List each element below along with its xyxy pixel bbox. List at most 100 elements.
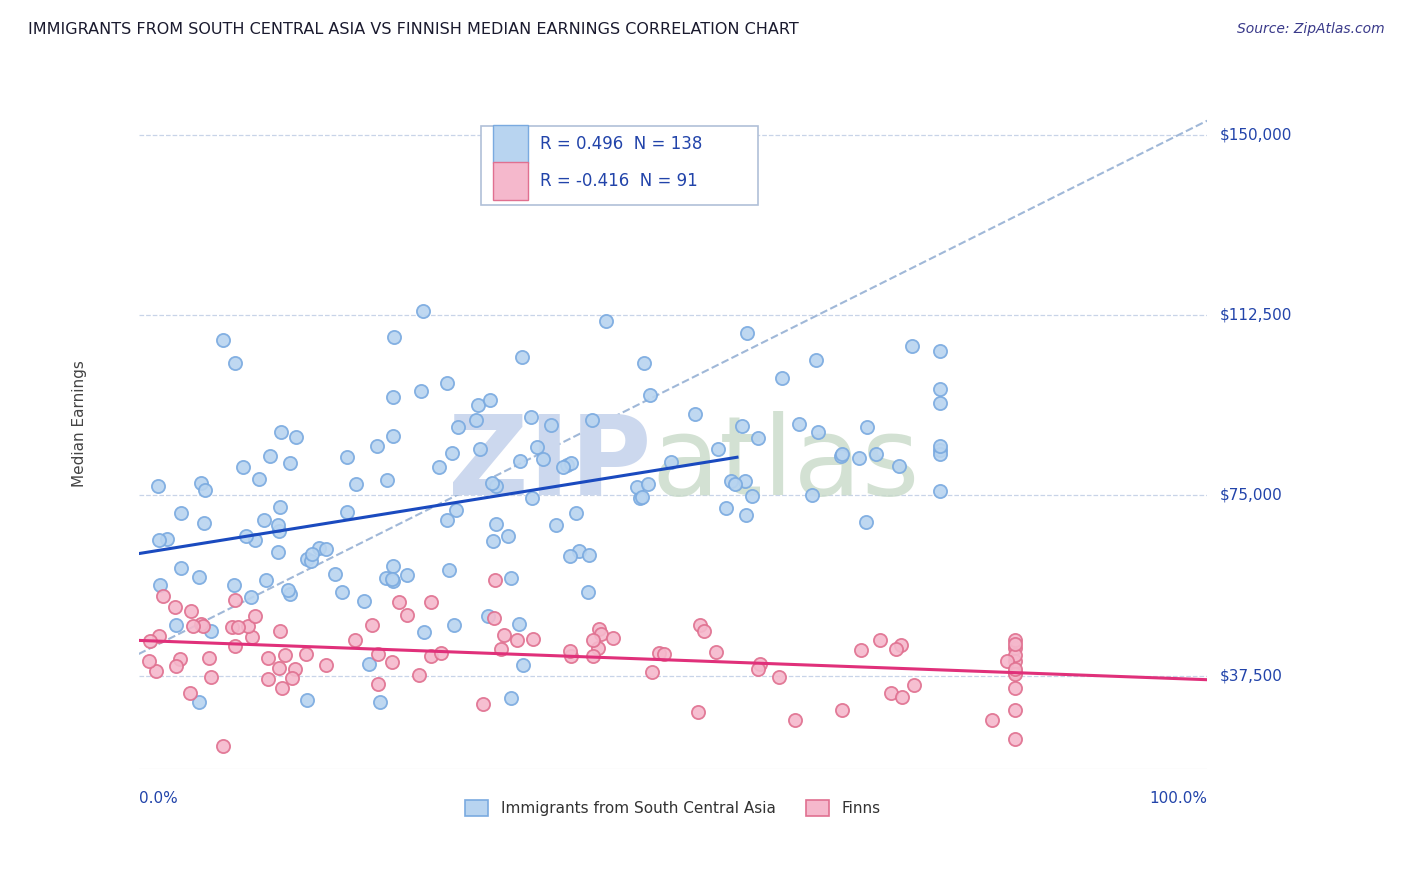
Point xyxy=(501,571,523,585)
Point xyxy=(470,442,492,457)
Text: 0.0%: 0.0% xyxy=(139,791,177,806)
Point xyxy=(152,589,174,603)
Point xyxy=(831,703,853,717)
Point xyxy=(370,695,392,709)
Point xyxy=(224,639,246,653)
Point xyxy=(804,353,827,368)
Point xyxy=(485,479,508,493)
Point xyxy=(637,476,659,491)
Point xyxy=(267,518,290,533)
Text: $75,000: $75,000 xyxy=(1220,488,1282,503)
Point xyxy=(381,572,404,586)
Point xyxy=(578,548,600,562)
Point xyxy=(891,690,914,705)
Point xyxy=(181,618,204,632)
Point xyxy=(412,304,434,318)
Point xyxy=(360,618,382,632)
Text: R = 0.496  N = 138: R = 0.496 N = 138 xyxy=(540,136,703,153)
Point xyxy=(165,659,187,673)
Point xyxy=(648,646,671,660)
Text: IMMIGRANTS FROM SOUTH CENTRAL ASIA VS FINNISH MEDIAN EARNINGS CORRELATION CHART: IMMIGRANTS FROM SOUTH CENTRAL ASIA VS FI… xyxy=(28,22,799,37)
Point xyxy=(381,655,404,669)
Point xyxy=(1004,732,1026,747)
Point xyxy=(138,654,160,668)
Point xyxy=(200,624,222,638)
Point xyxy=(471,697,494,711)
Point xyxy=(238,619,260,633)
Point xyxy=(689,618,711,632)
Point xyxy=(284,662,307,676)
Point xyxy=(170,506,193,520)
Point xyxy=(540,417,562,432)
Point xyxy=(595,313,617,327)
Point xyxy=(441,445,464,459)
Point xyxy=(267,545,290,559)
Point xyxy=(688,705,710,719)
Point xyxy=(315,658,337,673)
Point xyxy=(191,618,214,632)
Point xyxy=(382,429,405,443)
Text: atlas: atlas xyxy=(651,411,920,518)
Text: $37,500: $37,500 xyxy=(1220,668,1282,683)
Point xyxy=(640,388,662,402)
Point xyxy=(730,419,752,434)
Point xyxy=(865,447,887,461)
Point xyxy=(787,417,810,431)
Point xyxy=(640,665,662,680)
Point xyxy=(156,533,179,547)
Point xyxy=(720,474,742,488)
Point xyxy=(381,390,404,404)
Point xyxy=(367,677,389,691)
Point xyxy=(270,681,292,695)
Point xyxy=(180,604,202,618)
Point xyxy=(367,647,389,661)
Point xyxy=(170,561,193,575)
Point xyxy=(240,591,263,605)
Point xyxy=(436,376,458,391)
Point xyxy=(723,476,745,491)
FancyBboxPatch shape xyxy=(494,125,527,163)
Point xyxy=(783,713,806,727)
Point xyxy=(332,584,354,599)
Point xyxy=(315,541,337,556)
Point xyxy=(280,671,302,685)
Point xyxy=(484,573,506,587)
Point xyxy=(869,633,891,648)
Text: Source: ZipAtlas.com: Source: ZipAtlas.com xyxy=(1237,22,1385,37)
Point xyxy=(522,632,544,646)
Point xyxy=(430,646,453,660)
FancyBboxPatch shape xyxy=(494,162,527,200)
Point xyxy=(506,633,529,648)
Point xyxy=(560,648,582,663)
Point xyxy=(485,517,508,532)
Point xyxy=(929,396,952,410)
Point xyxy=(267,524,290,538)
Point xyxy=(626,480,648,494)
Point xyxy=(526,440,548,454)
Point xyxy=(747,662,769,676)
Point xyxy=(855,515,877,529)
Point xyxy=(232,459,254,474)
Point xyxy=(520,491,543,505)
Point xyxy=(146,478,169,492)
Point xyxy=(336,450,359,465)
Point xyxy=(929,484,952,499)
Point xyxy=(477,608,499,623)
Point xyxy=(903,677,925,691)
Point xyxy=(384,330,406,344)
Point xyxy=(714,500,737,515)
Point xyxy=(884,642,907,657)
Point xyxy=(301,547,323,561)
Point xyxy=(240,631,263,645)
Point xyxy=(1004,633,1026,648)
Point xyxy=(257,650,280,665)
Point xyxy=(336,505,359,519)
Point xyxy=(211,333,233,347)
Point xyxy=(464,413,486,427)
Point xyxy=(253,512,276,526)
Point xyxy=(734,475,756,489)
Point xyxy=(1004,641,1026,656)
Point xyxy=(768,670,790,684)
Point xyxy=(224,592,246,607)
Point xyxy=(388,595,411,609)
